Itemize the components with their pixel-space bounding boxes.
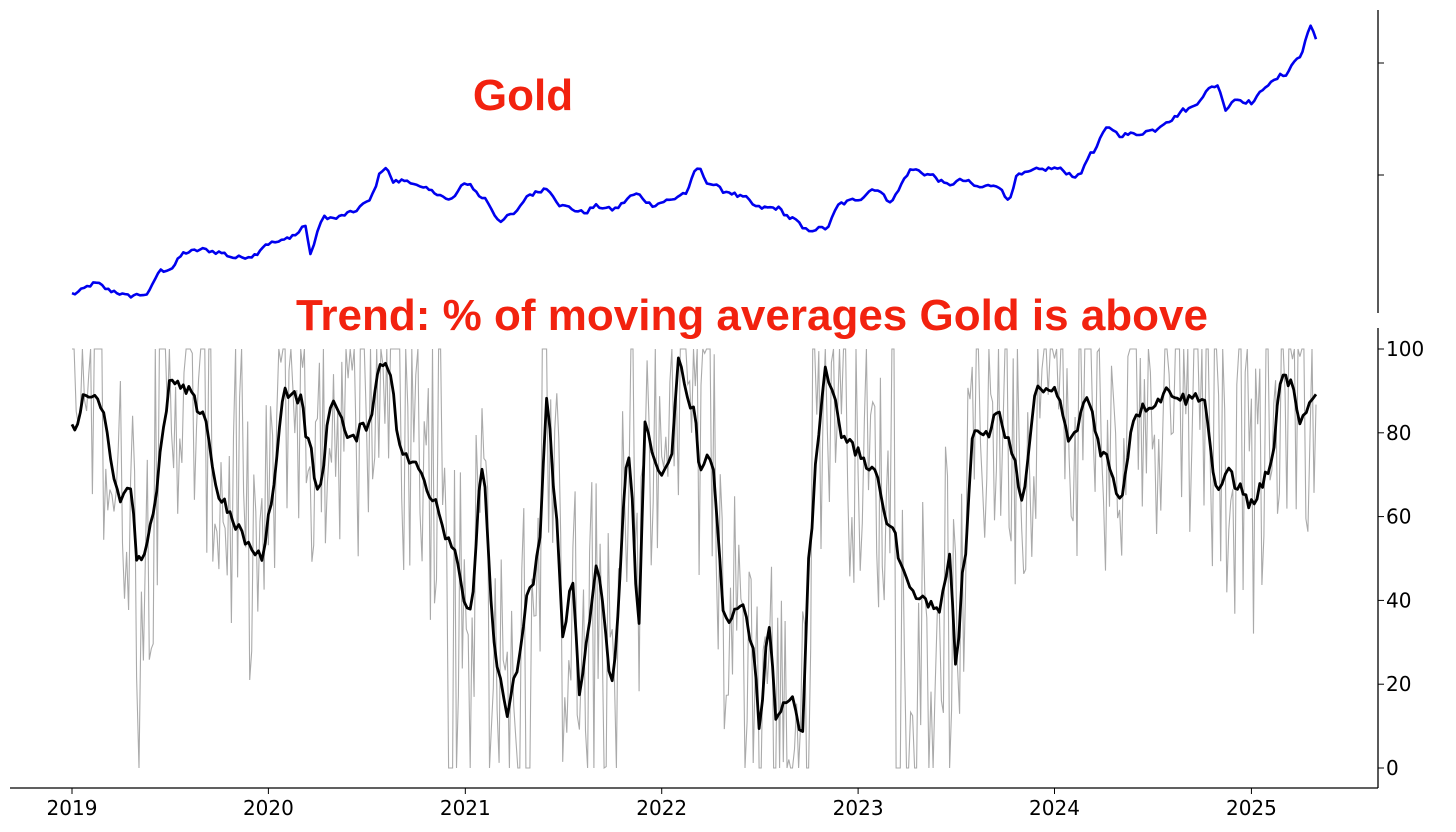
smoothed-trend-line [70, 356, 1318, 733]
x-tick-label: 2023 [833, 796, 884, 820]
smoothed-trend-series [70, 356, 1318, 733]
trend-panel: 0 20 40 60 80 100 2019 2020 2021 2022 2023 2024 202… [10, 291, 1424, 820]
y-tick-label: 100 [1386, 337, 1424, 361]
y-tick-label: 40 [1386, 588, 1411, 612]
x-tick-label: 2024 [1029, 796, 1080, 820]
trend-y-ticks: 0 20 40 60 80 100 [1378, 337, 1424, 780]
y-tick-label: 80 [1386, 421, 1411, 445]
x-tick-label: 2020 [243, 796, 294, 820]
y-tick-label: 0 [1386, 756, 1399, 780]
y-tick-label: 20 [1386, 672, 1411, 696]
x-tick-label: 2021 [440, 796, 491, 820]
raw-trend-line [72, 347, 1317, 770]
trend-x-ticks: 2019 2020 2021 2022 2023 2024 2025 [47, 788, 1277, 820]
gold-price-panel: Gold [71, 10, 1384, 313]
trend-panel-title: Trend: % of moving averages Gold is abov… [296, 291, 1208, 340]
gold-price-series [71, 24, 1318, 299]
x-tick-label: 2025 [1226, 796, 1277, 820]
x-tick-label: 2019 [47, 796, 98, 820]
price-panel-title: Gold [473, 71, 573, 120]
gold-price-line [71, 24, 1318, 299]
y-tick-label: 60 [1386, 505, 1411, 529]
raw-trend-series [72, 347, 1317, 770]
x-tick-label: 2022 [636, 796, 687, 820]
